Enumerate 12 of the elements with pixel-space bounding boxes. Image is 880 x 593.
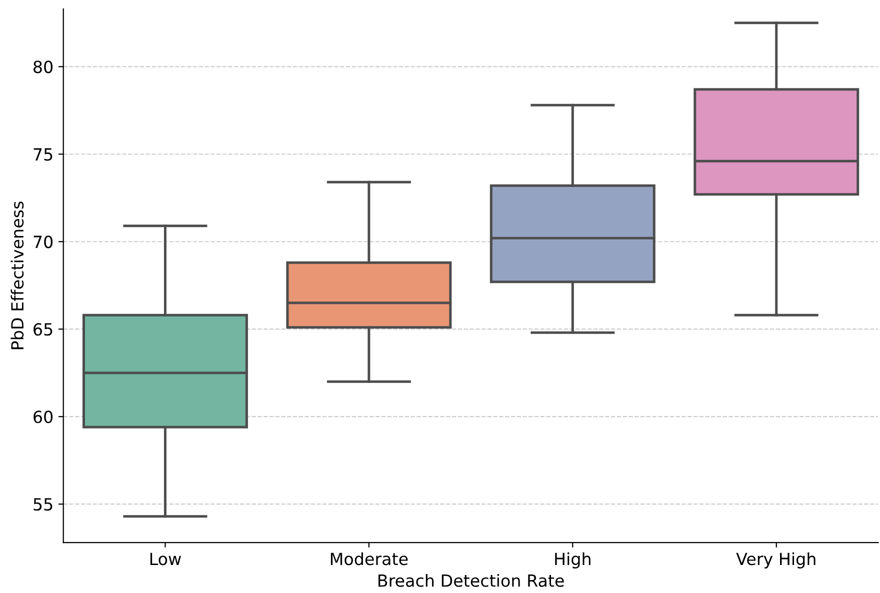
- y-tick-label: 75: [34, 148, 52, 161]
- x-tick-label: High: [555, 552, 590, 568]
- x-tick-label: Low: [150, 552, 181, 566]
- y-tick-label: 60: [34, 410, 53, 424]
- y-tick-label: 55: [34, 498, 52, 511]
- y-tick-label: 70: [34, 236, 53, 248]
- y-tick-label: 80: [34, 60, 53, 74]
- y-axis-title: PbD Effectiveness: [10, 202, 24, 350]
- x-tick-label: Very High: [736, 552, 816, 568]
- y-tick-label: 65: [34, 323, 52, 336]
- x-tick-label: Moderate: [330, 552, 408, 566]
- x-axis-title: Breach Detection Rate: [378, 574, 564, 587]
